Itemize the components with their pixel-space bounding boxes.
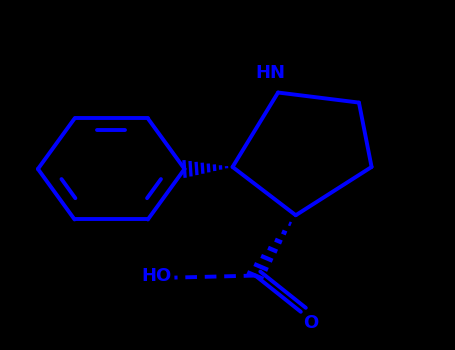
Text: O: O — [303, 314, 318, 332]
Text: HN: HN — [255, 64, 285, 83]
Text: HO: HO — [142, 267, 172, 285]
